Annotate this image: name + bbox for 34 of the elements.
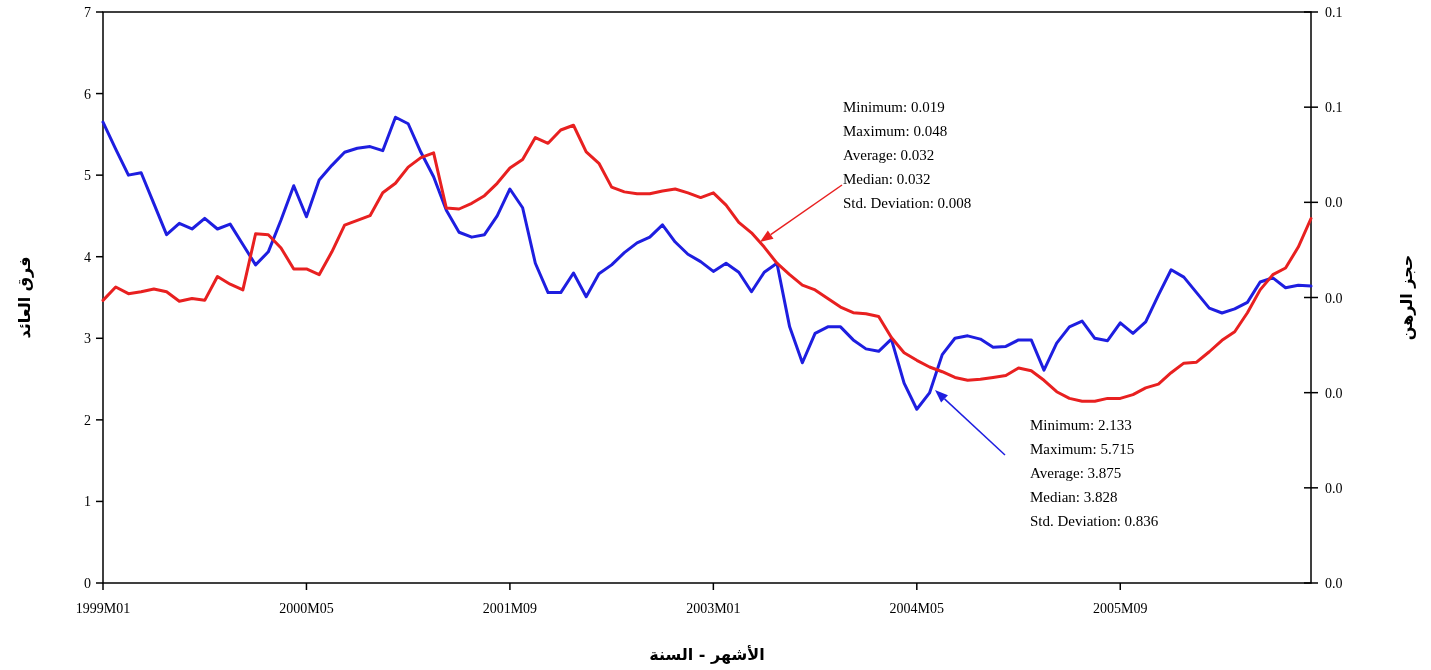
x-tick-label: 2004M05 (889, 601, 945, 616)
annotation: Minimum: 2.133 (1030, 417, 1132, 433)
x-axis-title: الأشهر - السنة (649, 645, 765, 664)
y-tick-label: 6 (84, 86, 91, 102)
annotation: Median: 0.032 (843, 171, 931, 187)
x-tick-label: 2000M05 (279, 601, 334, 616)
annotation: Median: 3.828 (1030, 489, 1118, 505)
x-tick-label: 2001M09 (482, 601, 538, 616)
x-tick-label: 1999M01 (75, 601, 131, 616)
annotation: Maximum: 0.048 (843, 123, 948, 139)
y-tick-label: 1 (84, 494, 91, 510)
x-tick-label: 2005M09 (1093, 601, 1148, 616)
y2-axis-title: حجز الرهن (1397, 254, 1416, 341)
x-tick-label: 2003M01 (686, 601, 741, 616)
y-tick-label: 3 (84, 331, 91, 347)
annotation: Average: 3.875 (1030, 465, 1122, 481)
y-tick-label: 2 (84, 412, 91, 428)
annotation: Std. Deviation: 0.836 (1030, 513, 1159, 529)
annotation: Maximum: 5.715 (1030, 441, 1135, 457)
y-tick-label: 0 (84, 576, 91, 591)
y-tick-label: 7 (84, 5, 91, 20)
y2-tick-label: 0.1 (1325, 5, 1343, 20)
annotation: Average: 0.032 (843, 147, 935, 163)
y2-tick-label: 0.0 (1325, 480, 1343, 496)
y2-tick-label: 0.0 (1325, 195, 1343, 211)
y-axis-title: فرق العائد (15, 256, 34, 339)
y2-tick-label: 0.0 (1325, 576, 1343, 591)
annotation: Std. Deviation: 0.008 (843, 195, 972, 211)
annotation: Minimum: 0.019 (843, 99, 945, 115)
y2-tick-label: 0.0 (1325, 290, 1343, 306)
y-tick-label: 4 (84, 249, 91, 265)
y2-tick-label: 0.0 (1325, 385, 1343, 401)
y-tick-label: 5 (84, 168, 91, 184)
y2-tick-label: 0.1 (1325, 100, 1343, 116)
